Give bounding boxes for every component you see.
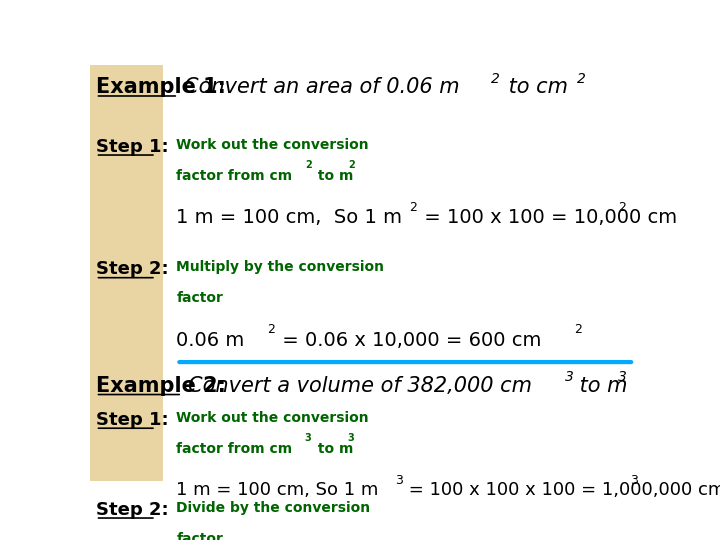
Text: Work out the conversion: Work out the conversion <box>176 138 369 152</box>
Text: 2: 2 <box>305 160 312 170</box>
Text: Example 1:: Example 1: <box>96 77 225 97</box>
Text: 3: 3 <box>305 433 312 443</box>
Text: 1 m = 100 cm, So 1 m: 1 m = 100 cm, So 1 m <box>176 482 379 500</box>
Text: to cm: to cm <box>502 77 568 97</box>
Text: Step 1:: Step 1: <box>96 138 168 156</box>
Text: 2: 2 <box>618 201 626 214</box>
Text: factor: factor <box>176 532 223 540</box>
Text: Step 2:: Step 2: <box>96 260 168 278</box>
Text: to m: to m <box>313 442 354 456</box>
Text: factor from cm: factor from cm <box>176 168 292 183</box>
Text: 2: 2 <box>490 72 500 86</box>
FancyBboxPatch shape <box>90 65 163 481</box>
Text: Divide by the conversion: Divide by the conversion <box>176 501 371 515</box>
Text: 0.06 m: 0.06 m <box>176 331 245 350</box>
Text: 3: 3 <box>565 370 574 384</box>
Text: 3: 3 <box>395 474 402 487</box>
Text: = 100 x 100 = 10,000 cm: = 100 x 100 = 10,000 cm <box>418 208 678 227</box>
Text: 2: 2 <box>575 323 582 336</box>
Text: Work out the conversion: Work out the conversion <box>176 411 369 425</box>
Text: factor: factor <box>176 292 223 306</box>
Text: 2: 2 <box>577 72 585 86</box>
Text: 2: 2 <box>409 201 417 214</box>
Text: 2: 2 <box>348 160 354 170</box>
Text: Convert a volume of 382,000 cm: Convert a volume of 382,000 cm <box>188 376 531 396</box>
Text: 3: 3 <box>348 433 354 443</box>
Text: Example 2:: Example 2: <box>96 376 225 396</box>
Text: 3: 3 <box>630 474 638 487</box>
Text: = 100 x 100 x 100 = 1,000,000 cm: = 100 x 100 x 100 = 1,000,000 cm <box>403 482 720 500</box>
Text: = 0.06 x 10,000 = 600 cm: = 0.06 x 10,000 = 600 cm <box>276 331 541 350</box>
Text: to m: to m <box>573 376 628 396</box>
Text: 2: 2 <box>267 323 275 336</box>
Text: Convert an area of 0.06 m: Convert an area of 0.06 m <box>184 77 459 97</box>
Text: to m: to m <box>313 168 354 183</box>
Text: Multiply by the conversion: Multiply by the conversion <box>176 260 384 274</box>
Text: Step 1:: Step 1: <box>96 411 168 429</box>
Text: 1 m = 100 cm,  So 1 m: 1 m = 100 cm, So 1 m <box>176 208 402 227</box>
Text: factor from cm: factor from cm <box>176 442 292 456</box>
Text: Step 2:: Step 2: <box>96 501 168 518</box>
Text: 3: 3 <box>618 370 627 384</box>
